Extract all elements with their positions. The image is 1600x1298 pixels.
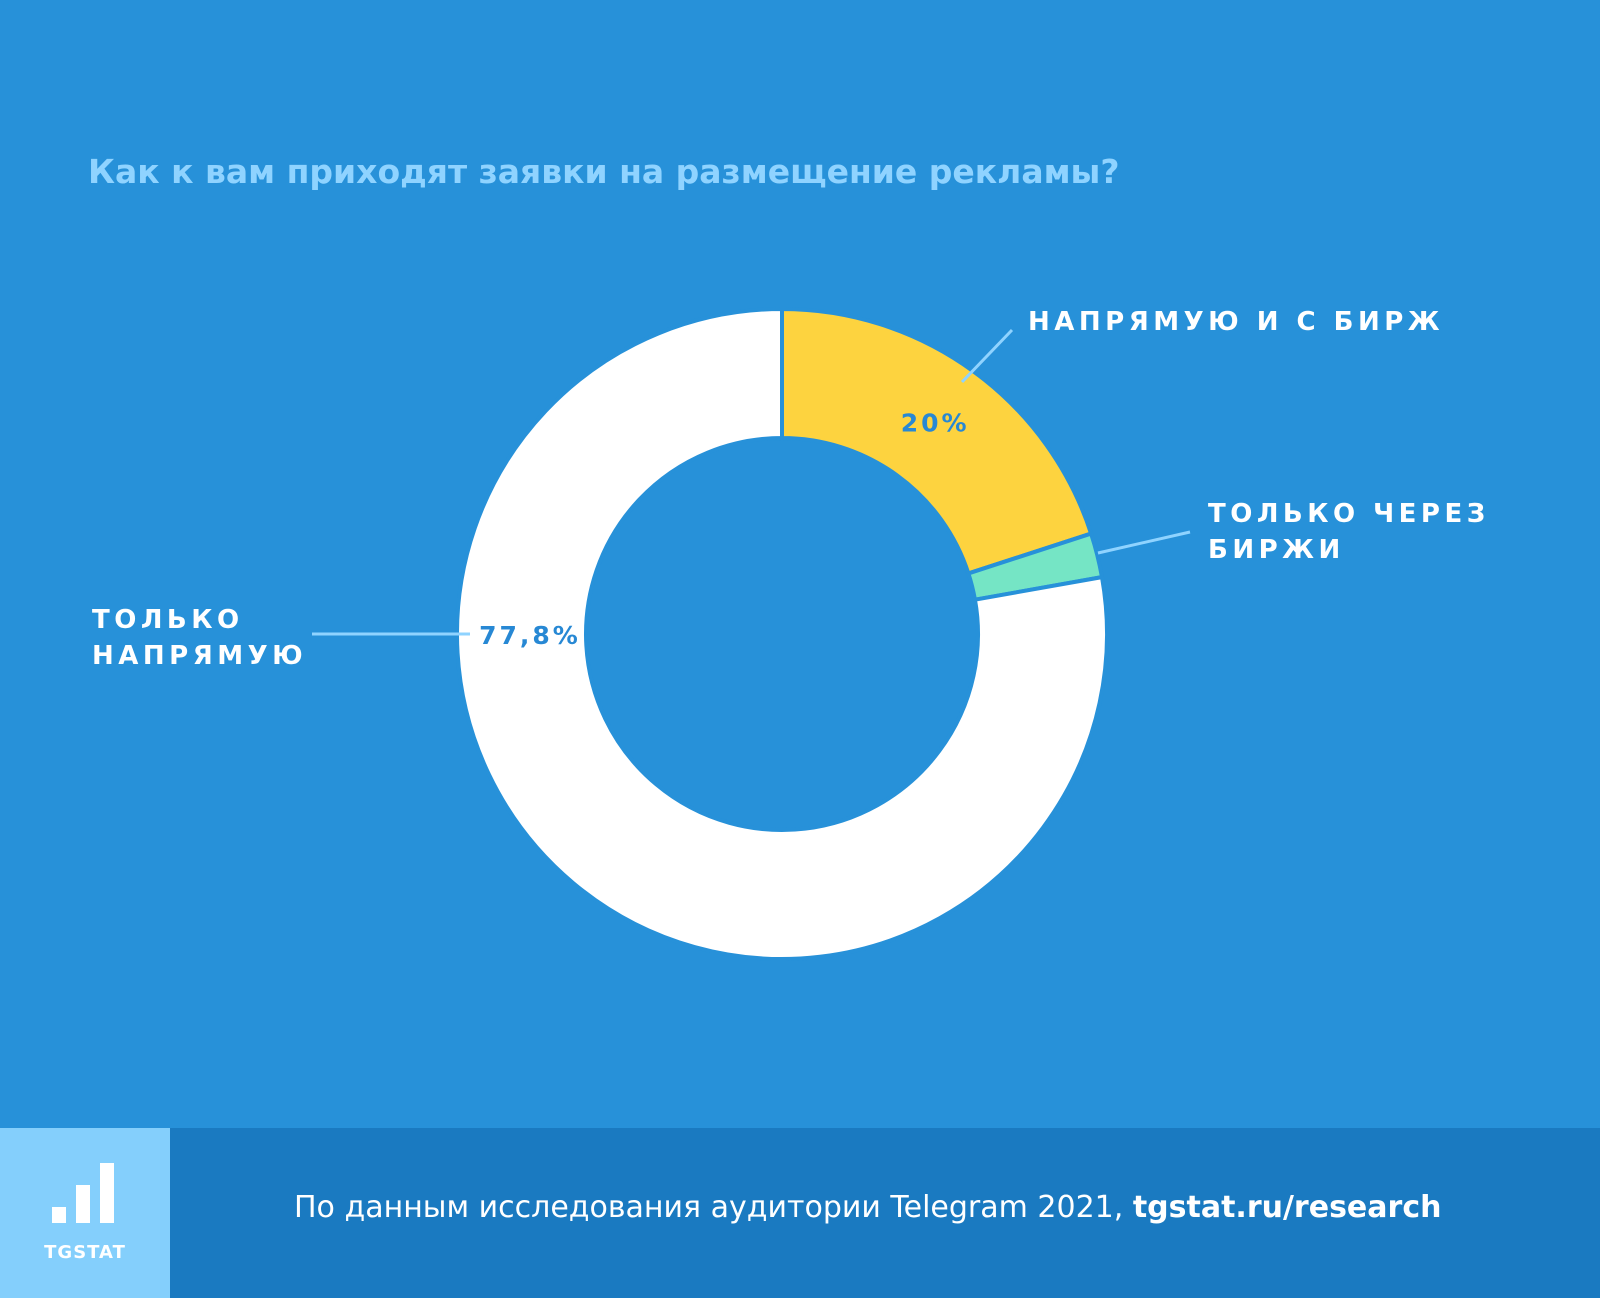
source-text: По данным исследования аудитории Telegra… — [294, 1190, 1133, 1225]
slice-labels: НАПРЯМУЮ И С БИРЖ 20% ТОЛЬКО ЧЕРЕЗ БИРЖИ ТОЛ… — [92, 307, 1490, 671]
slice-label: ТОЛЬКО НАПРЯМУЮ — [92, 605, 307, 671]
leader-line — [1097, 530, 1191, 555]
leader-line — [960, 328, 1014, 384]
bar-chart-icon — [52, 1163, 114, 1223]
donut-slice — [780, 306, 1094, 576]
chart-title: Как к вам приходят заявки на размещение … — [88, 152, 1120, 191]
donut-slices — [454, 306, 1109, 961]
donut-slice — [454, 306, 1109, 961]
tgstat-logo[interactable]: TGSTAT — [0, 1128, 170, 1298]
donut-chart: НАПРЯМУЮ И С БИРЖ 20% ТОЛЬКО ЧЕРЕЗ БИРЖИ ТОЛ… — [92, 306, 1490, 961]
source-note: По данным исследования аудитории Telegra… — [294, 1190, 1441, 1225]
slice-value-label: 77,8% — [479, 621, 581, 650]
slice-value-label: 20% — [901, 408, 970, 437]
logo-text: TGSTAT — [44, 1242, 126, 1263]
source-link[interactable]: tgstat.ru/research — [1132, 1190, 1442, 1225]
leader-lines — [312, 328, 1191, 636]
slice-label: НАПРЯМУЮ И С БИРЖ — [1028, 307, 1444, 337]
footer: TGSTAT По данным исследования аудитории … — [0, 1128, 1600, 1298]
slice-label: ТОЛЬКО ЧЕРЕЗ БИРЖИ — [1208, 499, 1490, 565]
